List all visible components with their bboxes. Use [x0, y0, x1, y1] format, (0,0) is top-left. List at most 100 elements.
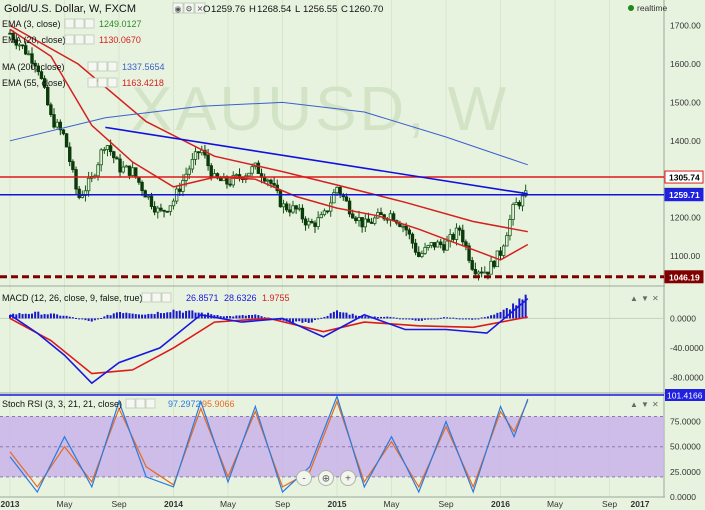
- candle-body: [11, 32, 15, 41]
- candle-body: [505, 235, 509, 247]
- eye-icon[interactable]: [64, 34, 75, 45]
- macd-histogram-bar: [181, 312, 184, 319]
- macd-histogram-bar: [15, 314, 18, 319]
- candle-body: [181, 180, 185, 192]
- macd-histogram-bar: [37, 311, 40, 319]
- eye-icon[interactable]: [172, 2, 184, 14]
- eye-icon[interactable]: [64, 18, 75, 29]
- eye-icon[interactable]: [141, 292, 152, 303]
- eye-icon[interactable]: [87, 77, 98, 88]
- x-tick-label: Sep: [275, 499, 290, 509]
- macd-histogram-bar: [257, 315, 260, 319]
- macd-histogram-bar: [295, 318, 298, 322]
- close-icon[interactable]: [194, 2, 206, 14]
- macd-histogram-bar: [405, 318, 408, 320]
- candle-body: [379, 212, 383, 216]
- close-icon[interactable]: [84, 18, 95, 29]
- macd-histogram-bar: [153, 314, 156, 319]
- gear-icon[interactable]: [97, 77, 108, 88]
- price-badge-label: 1046.19: [669, 272, 700, 282]
- zoom-in-button[interactable]: [340, 470, 356, 486]
- pane-down-icon: ▼: [641, 294, 649, 303]
- zoom-out-button[interactable]: [296, 470, 312, 486]
- candle-body: [140, 181, 144, 192]
- candle-body: [442, 244, 446, 251]
- macd-panel[interactable]: [0, 294, 664, 385]
- macd-histogram-bar: [398, 318, 401, 320]
- candle-body: [401, 225, 405, 228]
- candle-body: [146, 195, 151, 198]
- ohlc-value: 1260.70: [349, 4, 383, 15]
- macd-histogram-bar: [137, 314, 140, 319]
- candle-body: [115, 157, 119, 160]
- close-icon[interactable]: [145, 398, 156, 409]
- candle-body: [366, 218, 371, 223]
- candle-body: [130, 167, 135, 176]
- close-icon[interactable]: [107, 77, 118, 88]
- price-panel[interactable]: [0, 24, 664, 281]
- macd-histogram-bar: [131, 313, 134, 319]
- macd-histogram-bar: [420, 318, 423, 321]
- macd-histogram-bar: [56, 314, 59, 319]
- legend-name: EMA (55, close): [2, 78, 66, 88]
- gear-icon[interactable]: [74, 18, 85, 29]
- price-badge-label: 1259.71: [669, 190, 700, 200]
- candle-body: [105, 145, 110, 150]
- macd-histogram-bar: [81, 318, 84, 320]
- candle-body: [486, 271, 490, 275]
- gear-icon[interactable]: [183, 2, 195, 14]
- macd-histogram-bar: [395, 317, 398, 319]
- macd-histogram-bar: [34, 311, 37, 319]
- x-tick-label: May: [547, 499, 564, 509]
- candle-body: [102, 149, 107, 151]
- macd-histogram-bar: [291, 318, 294, 323]
- stoch-panel[interactable]: [9, 394, 529, 494]
- candle-body: [86, 177, 91, 192]
- macd-histogram-bar: [361, 315, 364, 319]
- ohlc-key: C: [341, 4, 348, 15]
- candle-body: [514, 202, 518, 205]
- watermark: XAUUSD, W: [131, 75, 509, 144]
- candle-body: [464, 241, 468, 247]
- macd-histogram-bar: [232, 316, 235, 319]
- gear-icon[interactable]: [151, 292, 162, 303]
- pane-close-icon: ✕: [652, 400, 659, 409]
- realtime-label: realtime: [637, 3, 668, 13]
- close-icon[interactable]: [161, 292, 172, 303]
- eye-icon[interactable]: [125, 398, 136, 409]
- candle-body: [247, 172, 251, 177]
- trendline[interactable]: [105, 126, 528, 195]
- ohlc-value: 1256.55: [303, 4, 337, 15]
- close-icon[interactable]: [84, 34, 95, 45]
- macd-histogram-bar: [486, 316, 489, 319]
- candle-body: [332, 192, 336, 204]
- candle-body: [206, 154, 210, 167]
- eye-icon[interactable]: [87, 61, 98, 72]
- macd-line: [9, 298, 529, 385]
- candle-body: [454, 227, 459, 240]
- x-tick-label: May: [383, 499, 400, 509]
- candle-body: [432, 242, 437, 248]
- macd-value: 26.8571: [186, 293, 219, 303]
- candle-body: [313, 222, 317, 227]
- macd-histogram-bar: [471, 318, 474, 320]
- gear-icon[interactable]: [97, 61, 108, 72]
- candle-body: [121, 166, 125, 173]
- gear-icon[interactable]: [74, 34, 85, 45]
- macd-histogram-bar: [304, 318, 307, 322]
- legend-value: 1337.5654: [122, 62, 165, 72]
- macd-histogram-bar: [351, 313, 354, 319]
- macd-histogram-bar: [53, 313, 56, 319]
- macd-histogram-bar: [109, 315, 112, 319]
- macd-tick-label: 0.0000: [670, 313, 696, 323]
- macd-histogram-bar: [424, 318, 427, 320]
- candle-body: [476, 271, 481, 275]
- close-icon[interactable]: [107, 61, 118, 72]
- zoom-reset-button[interactable]: [318, 470, 334, 486]
- macd-histogram-bar: [254, 314, 257, 319]
- gear-icon[interactable]: [135, 398, 146, 409]
- chart-title: Gold/U.S. Dollar, W, FXCM: [4, 3, 136, 15]
- macd-histogram-bar: [100, 317, 103, 319]
- macd-histogram-bar: [90, 318, 93, 322]
